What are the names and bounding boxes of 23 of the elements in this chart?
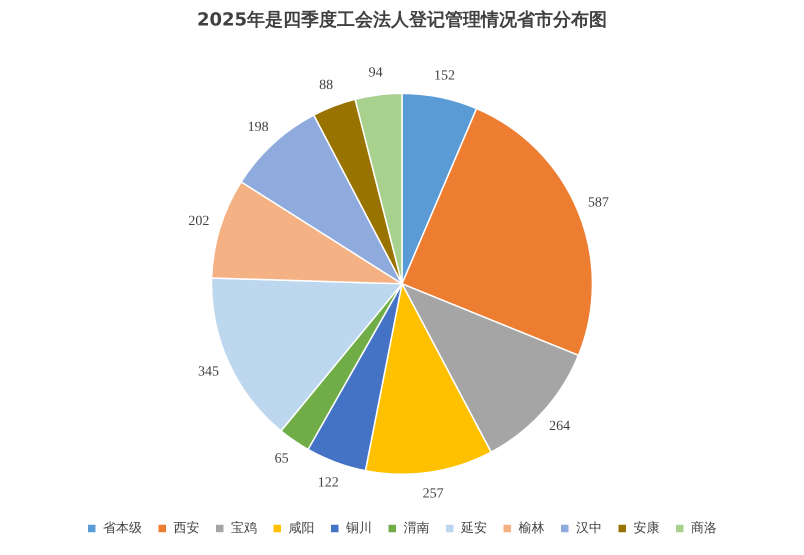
data-label: 94 <box>368 66 383 81</box>
legend-label: 渭南 <box>403 520 430 536</box>
data-label: 65 <box>274 452 289 467</box>
legend-label: 西安 <box>173 520 200 536</box>
data-label: 122 <box>318 476 339 491</box>
data-label: 152 <box>434 68 455 84</box>
legend-label: 延安 <box>460 520 487 536</box>
legend-label: 汉中 <box>576 520 602 536</box>
data-label: 587 <box>588 195 609 210</box>
legend-label: 宝鸡 <box>230 520 257 536</box>
legend-label: 省本级 <box>102 520 142 536</box>
legend-label: 榆林 <box>518 520 544 536</box>
data-label: 198 <box>248 120 269 136</box>
data-label: 257 <box>422 486 444 502</box>
legend-label: 商洛 <box>690 520 717 536</box>
legend-label: 安康 <box>633 520 660 536</box>
data-label: 202 <box>188 214 210 230</box>
chart-title: 2025年是四季度工会法人登记管理情况省市分布图 <box>196 9 608 30</box>
legend-label: 铜川 <box>344 520 372 536</box>
legend-label: 咸阳 <box>288 520 314 536</box>
data-label: 345 <box>198 364 220 380</box>
data-label: 88 <box>319 78 334 94</box>
data-label: 264 <box>549 418 570 434</box>
